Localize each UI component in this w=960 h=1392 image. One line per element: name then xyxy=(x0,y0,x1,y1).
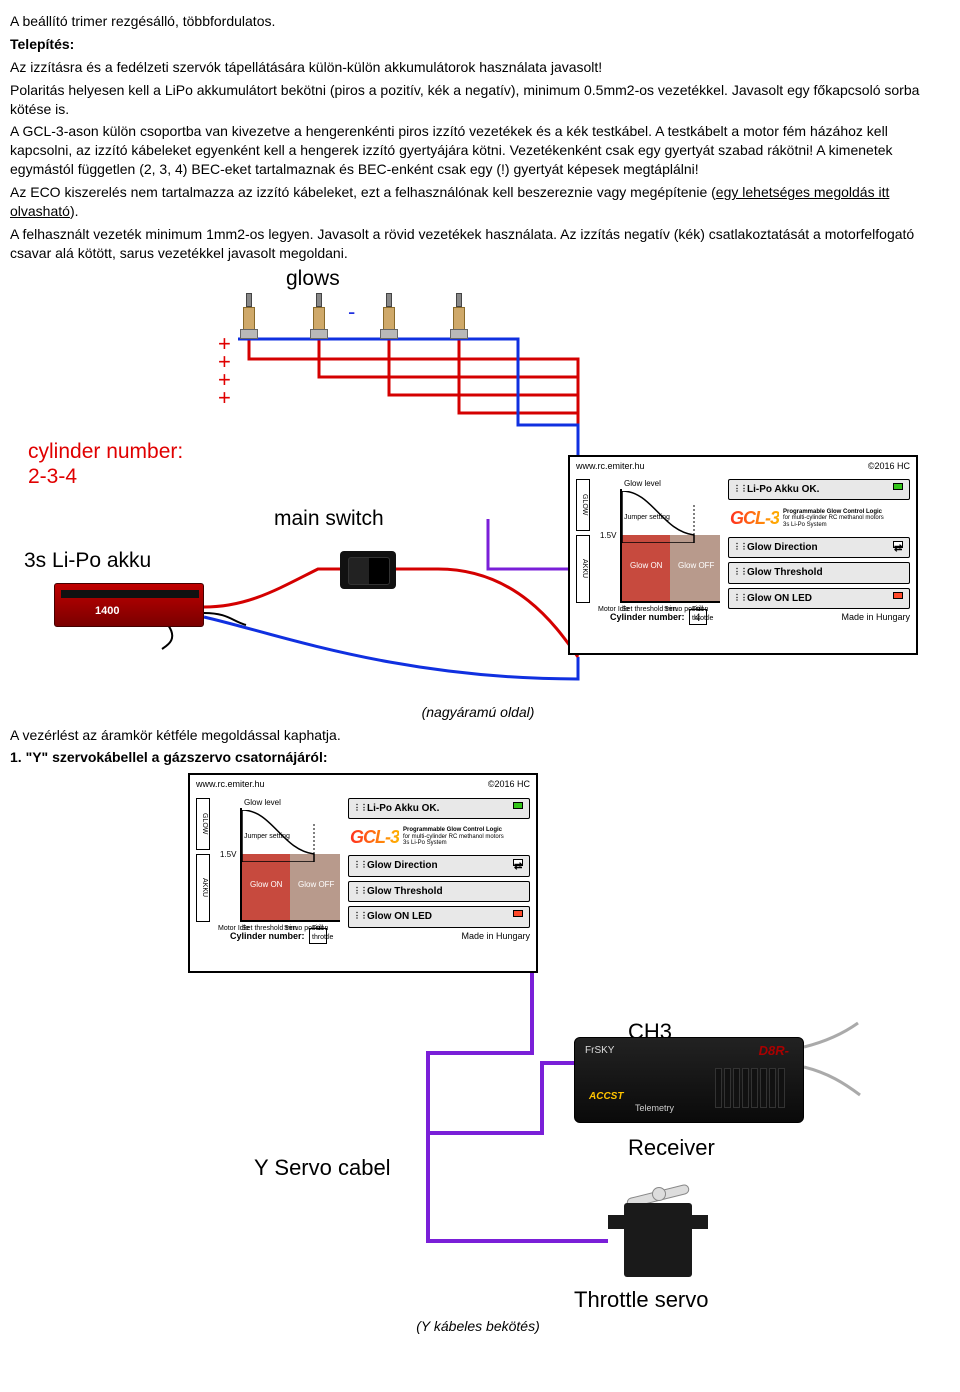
b2-lipo-l: Li-Po Akku OK. xyxy=(367,803,439,814)
board2-btn-lipo: ⋮⋮Li-Po Akku OK. xyxy=(348,798,530,820)
para-wire-min: A felhasznált vezeték minimum 1mm2-os le… xyxy=(10,225,946,263)
rx-model: D8R- xyxy=(759,1042,789,1060)
glow-plug-2 xyxy=(308,293,330,339)
board-btn-dir: ⋮⋮Glow Direction⇄ xyxy=(728,537,910,559)
lipo-battery: 1400 xyxy=(54,583,204,627)
board-btn-thr: ⋮⋮Glow Threshold xyxy=(728,562,910,584)
board-btn-lipo-label: Li-Po Akku OK. xyxy=(747,484,819,495)
label-main-switch: main switch xyxy=(274,505,384,533)
board2-btn-dir: ⋮⋮Glow Direction⇄ xyxy=(348,855,530,877)
board-logo-sub2: for multi-cylinder RC methanol motors xyxy=(783,515,884,521)
board-tag-glow: GLOW xyxy=(576,479,590,531)
label-minus: - xyxy=(348,297,355,327)
board2-btn-led: ⋮⋮Glow ON LED xyxy=(348,906,530,928)
board-logo-sub: Programmable Glow Control Logicfor multi… xyxy=(783,509,884,529)
glow-plug-1 xyxy=(238,293,260,339)
main-switch xyxy=(340,551,396,589)
board-logo-sub1: Programmable Glow Control Logic xyxy=(783,509,882,515)
g2-off: Glow OFF xyxy=(298,880,334,891)
board-logo-text: GCL-3 xyxy=(730,506,779,530)
para-trimmer: A beállító trimer rezgésálló, többfordul… xyxy=(10,12,946,31)
para-eco-b: ). xyxy=(70,203,79,219)
para-polarity: Polaritás helyesen kell a LiPo akkumulát… xyxy=(10,81,946,119)
board-logo: GCL-3 Programmable Glow Control Logicfor… xyxy=(728,504,910,532)
label-cyl-num-l2: 2-3-4 xyxy=(28,464,183,489)
board2-logo: GCL-3 Programmable Glow Control Logicfor… xyxy=(348,823,530,851)
glow-plug-3 xyxy=(378,293,400,339)
board-logo-sub3: 3s Li-Po System xyxy=(783,522,827,528)
b2-led-l: Glow ON LED xyxy=(367,911,432,922)
rx-accst: ACCST xyxy=(589,1090,623,1104)
para-akku-advice: Az izzításra és a fedélzeti szervók tápe… xyxy=(10,58,946,77)
para-eco: Az ECO kiszerelés nem tartalmazza az izz… xyxy=(10,183,946,221)
graph-glow-off: Glow OFF xyxy=(678,561,714,572)
label-throttle-servo: Throttle servo xyxy=(574,1285,709,1315)
gcl3-board-1: www.rc.emiter.hu ©2016 HC GLOW AKKU Glow… xyxy=(568,455,918,655)
label-plus-4: + xyxy=(218,383,231,413)
graph-full-thr: Full throttle xyxy=(692,605,722,624)
graph-jumper: Jumper setting xyxy=(624,513,670,522)
caption-high-current: (nagyáramú oldal) xyxy=(10,703,946,722)
rx-telemetry: Telemetry xyxy=(635,1102,674,1114)
board2-tag-akku: AKKU xyxy=(196,854,210,922)
rx-brand: FrSKY xyxy=(585,1044,614,1058)
throttle-servo xyxy=(608,1173,718,1283)
gcl3-board-2: www.rc.emiter.hu ©2016 HC GLOW AKKU Glow… xyxy=(188,773,538,973)
board-made: Made in Hungary xyxy=(841,611,910,623)
board2-btn-thr: ⋮⋮Glow Threshold xyxy=(348,881,530,903)
g2-on: Glow ON xyxy=(250,880,282,891)
label-lipo: 3s Li-Po akku xyxy=(24,547,151,575)
board2-url: www.rc.emiter.hu xyxy=(196,778,265,790)
board-url: www.rc.emiter.hu xyxy=(576,460,645,472)
label-cyl-num: cylinder number: 2-3-4 xyxy=(28,439,183,489)
label-receiver: Receiver xyxy=(628,1133,715,1163)
para-eco-a: Az ECO kiszerelés nem tartalmazza az izz… xyxy=(10,184,716,200)
graph-glow-on: Glow ON xyxy=(630,561,662,572)
label-cyl-num-l1: cylinder number: xyxy=(28,439,183,464)
board-btn-led: ⋮⋮Glow ON LED xyxy=(728,588,910,610)
board-tag-akku: AKKU xyxy=(576,535,590,603)
board2-tag-glow: GLOW xyxy=(196,798,210,850)
b2-logo-t: GCL-3 xyxy=(350,825,399,849)
b2-thr-l: Glow Threshold xyxy=(367,886,443,897)
caption-y-cable: (Y kábeles bekötés) xyxy=(10,1317,946,1336)
graph-glow-level: Glow level xyxy=(624,479,661,490)
lipo-capacity: 1400 xyxy=(95,604,119,619)
board-copyright: ©2016 HC xyxy=(868,460,910,472)
heading-install: Telepítés: xyxy=(10,35,946,54)
graph-1-5v: 1.5V xyxy=(600,531,616,542)
board-btn-led-label: Glow ON LED xyxy=(747,593,812,604)
board2-copyright: ©2016 HC xyxy=(488,778,530,790)
b2-dir-l: Glow Direction xyxy=(367,860,438,871)
b2-ls1: Programmable Glow Control Logic xyxy=(403,827,502,833)
g2-js: Jumper setting xyxy=(244,832,290,841)
board-graph: Glow level Jumper setting 1.5V Glow ON G… xyxy=(598,479,722,609)
para-two-ways: A vezérlést az áramkör kétféle megoldáss… xyxy=(10,726,946,745)
b2-made: Made in Hungary xyxy=(461,930,530,942)
diagram-high-current: glows - + + + + cylinder number: 2-3-4 m… xyxy=(18,269,938,699)
diagram-y-cable: www.rc.emiter.hu ©2016 HC GLOW AKKU Glow… xyxy=(88,773,868,1313)
rc-receiver: FrSKY D8R- ACCST Telemetry xyxy=(574,1037,804,1123)
label-glows: glows xyxy=(286,265,340,293)
g2-gl: Glow level xyxy=(244,798,281,809)
glow-plug-4 xyxy=(448,293,470,339)
label-y-cable: Y Servo cabel xyxy=(254,1153,391,1183)
b2-ls3: 3s Li-Po System xyxy=(403,840,447,846)
board-btn-thr-label: Glow Threshold xyxy=(747,567,823,578)
g2-v15: 1.5V xyxy=(220,850,236,861)
board-btn-dir-label: Glow Direction xyxy=(747,542,818,553)
b2-ls2: for multi-cylinder RC methanol motors xyxy=(403,834,504,840)
board-btn-lipo: ⋮⋮Li-Po Akku OK. xyxy=(728,479,910,501)
board2-graph: Glow level Jumper setting 1.5V Glow ON G… xyxy=(218,798,342,928)
para-gcl3-groups: A GCL-3-ason külön csoportba van kivezet… xyxy=(10,122,946,179)
g2-ft: Full throttle xyxy=(312,924,342,943)
heading-y-cable: 1. "Y" szervokábellel a gázszervo csator… xyxy=(10,748,946,767)
